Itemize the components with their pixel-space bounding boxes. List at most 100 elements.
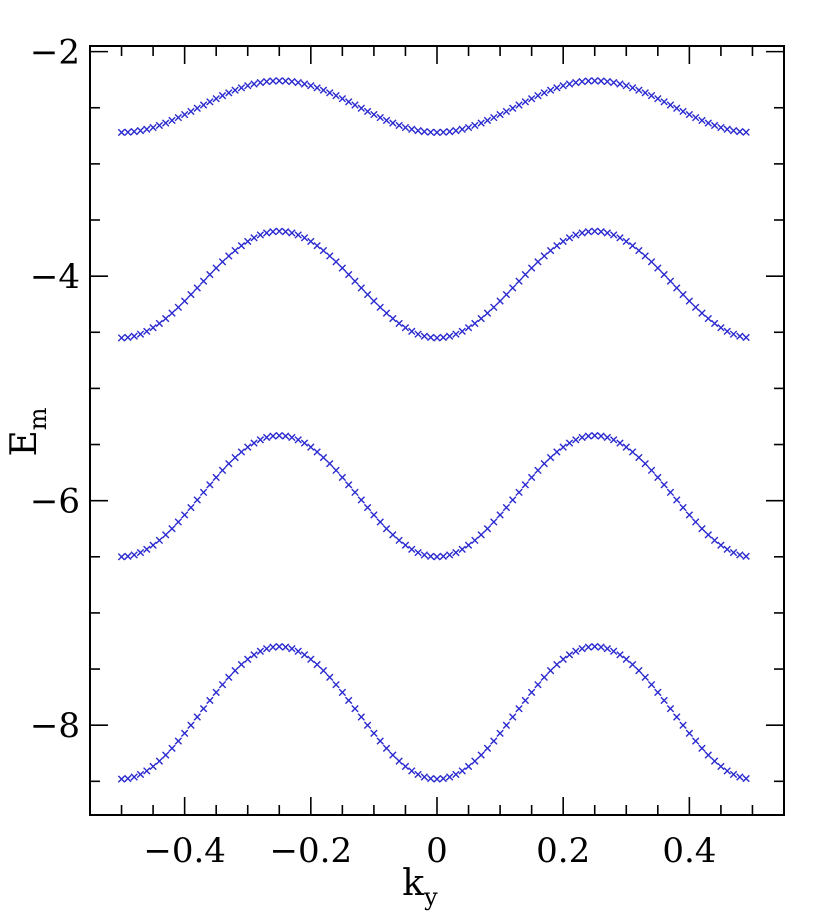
data-point [269, 227, 277, 236]
x-tick-label: −0.2 [270, 831, 353, 871]
data-point [471, 757, 479, 765]
series-1 [117, 77, 750, 137]
data-point [609, 436, 618, 444]
data-point [376, 737, 384, 745]
data-point [162, 314, 170, 323]
data-point [426, 552, 435, 561]
data-point [363, 721, 372, 729]
data-point [162, 119, 170, 127]
data-point [483, 116, 492, 125]
data-point [591, 77, 599, 85]
data-point [729, 770, 738, 779]
data-point [401, 762, 410, 771]
data-point [326, 252, 334, 260]
data-point [193, 496, 201, 504]
data-point [294, 231, 302, 239]
data-point [326, 89, 334, 97]
data-point [483, 524, 492, 533]
data-point [250, 651, 258, 659]
data-point [124, 774, 132, 783]
data-point [445, 332, 454, 340]
data-point [281, 432, 290, 440]
data-point [426, 128, 435, 136]
data-point [635, 666, 643, 675]
data-point [742, 333, 750, 342]
data-point [136, 770, 145, 779]
data-point [155, 319, 164, 328]
data-point [332, 258, 340, 266]
data-point [269, 77, 277, 85]
data-point [124, 333, 132, 342]
data-point [199, 704, 208, 713]
data-point [464, 762, 473, 771]
data-point [376, 518, 384, 526]
data-point [199, 101, 208, 109]
data-point [521, 481, 530, 489]
data-point [117, 775, 126, 783]
data-point [149, 123, 157, 132]
data-point [628, 448, 637, 456]
data-point [742, 552, 750, 561]
data-point [641, 252, 649, 260]
data-point [553, 241, 561, 250]
data-point [244, 655, 252, 663]
data-point [641, 89, 649, 97]
data-point [603, 77, 612, 86]
data-point [729, 548, 738, 557]
data-point [275, 227, 283, 235]
data-point [723, 767, 731, 775]
data-point [338, 688, 347, 697]
data-point [344, 270, 353, 279]
y-tick-label: −6 [30, 482, 80, 522]
data-point [559, 237, 567, 246]
data-point [736, 773, 744, 781]
data-point [445, 551, 454, 559]
data-point [193, 713, 201, 721]
data-point [149, 541, 157, 549]
data-point [124, 552, 132, 561]
data-point [515, 704, 523, 713]
data-point [180, 110, 189, 119]
data-point [382, 116, 391, 125]
data-point [628, 241, 637, 250]
data-point [572, 78, 580, 87]
data-point [262, 229, 271, 237]
data-point [212, 688, 220, 697]
data-point [509, 284, 517, 292]
data-point [452, 330, 460, 338]
data-point [698, 524, 706, 533]
data-point [389, 314, 397, 323]
data-point [294, 436, 302, 444]
data-point [370, 297, 378, 305]
axis-ticks [89, 46, 785, 815]
data-point [439, 774, 448, 783]
data-point [269, 432, 277, 440]
data-point [389, 119, 397, 127]
data-point [351, 277, 359, 285]
y-axis-label: Em [4, 407, 52, 456]
data-point [647, 680, 656, 689]
y-tick-label: −4 [30, 257, 80, 297]
data-point [546, 666, 555, 675]
data-point [212, 94, 220, 103]
data-point [376, 303, 384, 311]
data-point [704, 531, 712, 539]
data-point [136, 126, 145, 135]
data-point [673, 713, 681, 721]
data-point [622, 443, 630, 451]
data-point [155, 536, 164, 545]
data-point [225, 252, 233, 260]
data-point [187, 107, 195, 116]
data-point [679, 721, 687, 729]
data-point [319, 86, 328, 94]
data-point [256, 78, 265, 87]
data-point [382, 309, 391, 317]
data-point [635, 453, 643, 462]
data-point [294, 78, 302, 87]
data-point [433, 553, 441, 561]
data-point [534, 466, 542, 475]
data-point [149, 324, 157, 332]
data-point [288, 644, 296, 653]
data-point [616, 651, 624, 659]
data-point [477, 119, 485, 127]
